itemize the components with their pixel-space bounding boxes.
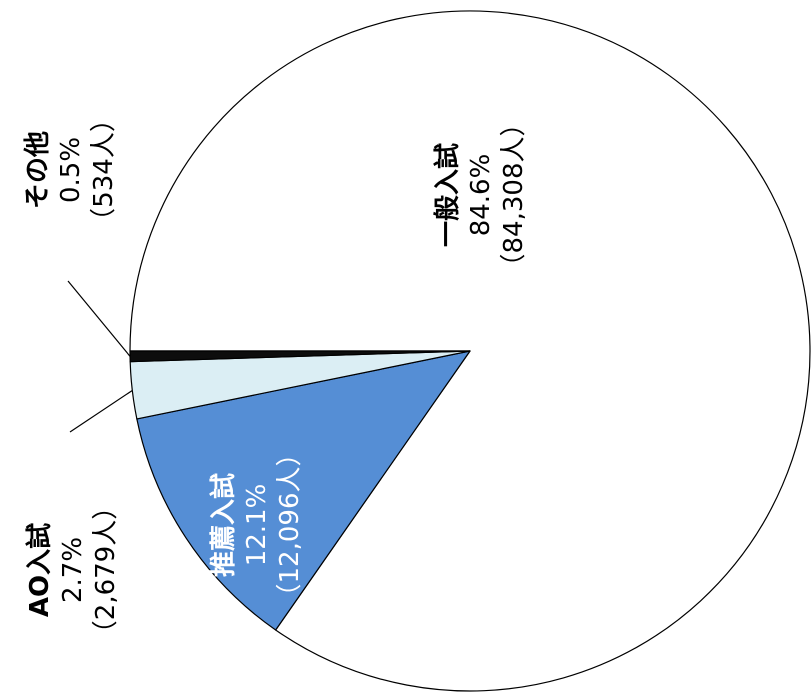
label-ippan-name: 一般入試 <box>432 143 463 247</box>
label-ippan-percent: 84.6% <box>466 154 496 237</box>
label-suisen-name: 推薦入試 <box>208 473 239 577</box>
label-ao-name: AO入試 <box>24 523 55 617</box>
label-other: その他 0.5% （534人） <box>23 106 119 234</box>
leader-line-other <box>68 281 130 356</box>
pie-slices <box>130 11 810 691</box>
label-suisen-percent: 12.1% <box>242 484 272 567</box>
label-other-percent: 0.5% <box>56 137 86 203</box>
label-ao-count: （2,679人） <box>91 494 121 646</box>
label-suisen-count: （12,096人） <box>275 441 305 610</box>
leader-line-ao <box>70 390 132 432</box>
leader-lines <box>68 281 132 432</box>
label-ao-percent: 2.7% <box>58 537 88 603</box>
label-other-count: （534人） <box>89 106 119 234</box>
label-other-name: その他 <box>23 131 53 209</box>
label-ippan-count: （84,308人） <box>499 111 529 280</box>
label-ao: AO入試 2.7% （2,679人） <box>24 494 121 646</box>
